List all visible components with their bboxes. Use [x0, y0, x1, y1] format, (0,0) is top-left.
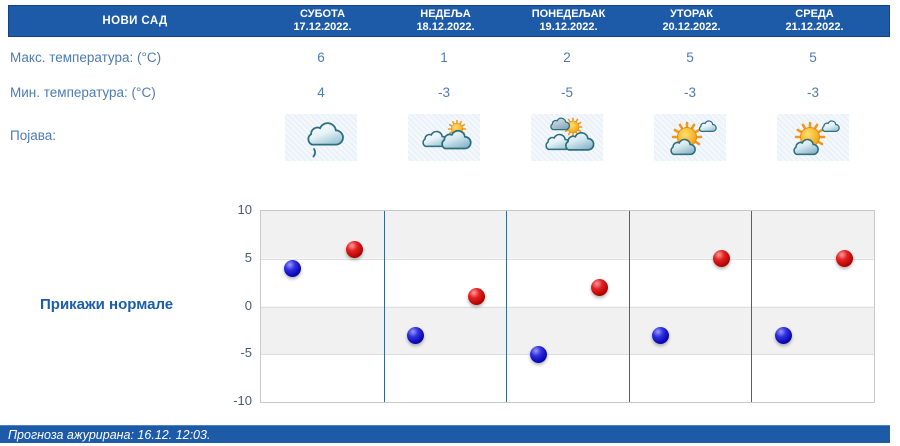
sun-above-clouds-icon — [545, 117, 595, 151]
y-tick-label: 10 — [237, 202, 252, 217]
weather-icon-cell — [777, 114, 849, 161]
min-temperature-dot — [774, 326, 792, 344]
min-temperature-dot — [406, 326, 424, 344]
day-name: СРЕДА — [795, 8, 834, 20]
gridline — [261, 306, 874, 308]
max-temp-value: 1 — [440, 50, 448, 65]
max-temperature-dot — [345, 240, 363, 258]
chart-y-axis: 10 5 0 -5 -10 — [206, 202, 252, 408]
min-temperature-dot — [284, 259, 302, 277]
day-header-monday: ПОНЕДЕЉАК 19.12.2022. — [507, 8, 630, 34]
day-header-wednesday: СРЕДА 21.12.2022. — [753, 8, 876, 34]
min-temperature-dot — [652, 326, 670, 344]
min-temp-value: -3 — [806, 85, 819, 100]
max-temp-value: 5 — [686, 50, 694, 65]
max-temperature-dot — [836, 250, 854, 268]
sun-with-small-clouds-icon — [793, 119, 840, 155]
show-normals-button[interactable]: Прикажи нормале — [40, 296, 174, 313]
weather-icon-cell — [531, 114, 603, 161]
day-separator-line — [629, 211, 630, 402]
min-temp-value: -3 — [437, 85, 450, 100]
y-tick-label: -10 — [233, 393, 252, 408]
day-date: 18.12.2022. — [416, 21, 475, 33]
day-date: 17.12.2022. — [293, 21, 352, 33]
weather-icon-cell — [285, 114, 357, 161]
min-temp-value: 4 — [317, 85, 325, 100]
day-name: УТОРАК — [670, 8, 713, 20]
weather-icon-cell — [654, 114, 726, 161]
y-tick-label: 0 — [244, 297, 252, 313]
day-date: 19.12.2022. — [539, 21, 598, 33]
max-temperature-dot — [713, 250, 731, 268]
gridline — [261, 258, 874, 260]
day-separator-line — [384, 211, 385, 402]
cloud-drizzle-icon — [307, 121, 344, 157]
forecast-header: НОВИ САД СУБОТА 17.12.2022. НЕДЕЉА 18.12… — [8, 5, 890, 37]
gridline — [261, 354, 874, 356]
day-name: НЕДЕЉА — [420, 8, 471, 20]
max-temperature-dot — [468, 288, 486, 306]
max-temperature-dot — [590, 278, 608, 296]
forecast-updated-text: Прогноза ажурирана: 16.12. 12:03. — [8, 427, 211, 442]
min-temperature-dot — [529, 345, 547, 363]
max-temp-value: 5 — [809, 50, 817, 65]
min-temp-value: -5 — [560, 85, 573, 100]
max-temp-value: 2 — [563, 50, 571, 65]
day-name: ПОНЕДЕЉАК — [531, 8, 606, 20]
phenomenon-row-label: Појава: — [10, 128, 56, 143]
sun-with-small-clouds-icon — [670, 119, 717, 155]
y-tick-label: -5 — [240, 345, 252, 361]
day-separator-line — [751, 211, 752, 402]
day-header-tuesday: УТОРАК 20.12.2022. — [630, 8, 753, 34]
day-date: 20.12.2022. — [662, 21, 721, 33]
max-temp-value: 6 — [317, 50, 325, 65]
day-header-sunday: НЕДЕЉА 18.12.2022. — [384, 8, 507, 34]
day-separator-line — [506, 211, 507, 402]
max-temp-row-label: Макс. температура: (°C) — [10, 50, 162, 65]
min-temp-value: -3 — [683, 85, 696, 100]
footer-bar: Прогноза ажурирана: 16.12. 12:03. — [0, 425, 890, 443]
location-title: НОВИ САД — [102, 15, 168, 27]
min-temp-row-label: Мин. температура: (°C) — [10, 85, 156, 100]
day-date: 21.12.2022. — [785, 21, 844, 33]
sun-behind-clouds-icon — [422, 119, 472, 149]
y-tick-label: 5 — [244, 249, 252, 265]
weather-icon-cell — [408, 114, 480, 161]
day-header-saturday: СУБОТА 17.12.2022. — [261, 8, 384, 34]
day-name: СУБОТА — [299, 8, 346, 20]
chart-plot — [260, 210, 875, 403]
